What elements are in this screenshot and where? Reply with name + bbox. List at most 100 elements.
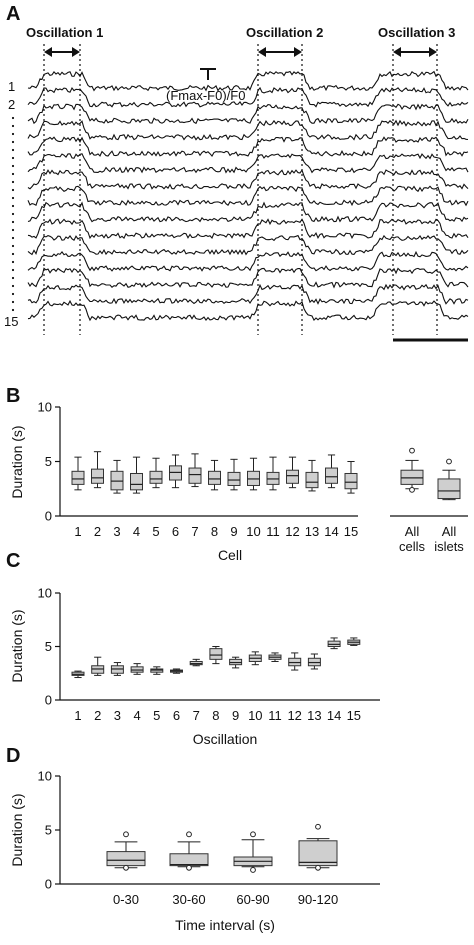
panel-d-x-tick-label: 0-30: [113, 892, 139, 907]
box-iqr: [209, 648, 223, 660]
trace-ellipsis-dot: [11, 204, 15, 208]
panel-b-x-tick-label: 11: [266, 524, 280, 539]
arrow-head-icon: [72, 47, 80, 57]
panel-c-x-tick-label: 5: [153, 708, 160, 723]
panel-a-label: A: [6, 3, 20, 25]
panel-c-x-tick-label: 2: [94, 708, 101, 723]
trace-ellipsis-dot: [11, 268, 15, 272]
panel-b-ylabel: Duration (s): [9, 425, 25, 498]
panel-c-label: C: [6, 550, 20, 572]
panel-b-y-tick-label: 5: [45, 454, 52, 469]
panel-c-ylabel: Duration (s): [9, 609, 25, 682]
outlier-point: [446, 458, 452, 465]
box-iqr: [208, 470, 221, 485]
trace-2-label: 2: [8, 97, 15, 112]
box-iqr: [106, 851, 146, 867]
trace-ellipsis-dot: [11, 228, 15, 232]
trace-ellipsis-dot: [11, 236, 15, 240]
outlier-point: [123, 831, 129, 838]
trace-line: [27, 250, 469, 272]
box-iqr: [344, 472, 358, 490]
trace-line: [27, 169, 469, 190]
panel-d-y-tick-label: 5: [45, 823, 52, 838]
panel-d-x-tick-label: 30-60: [172, 892, 205, 907]
trace-ellipsis-dot: [11, 188, 15, 192]
oscillation-2-label: Oscillation 2: [246, 25, 323, 40]
trace-ellipsis-dot: [11, 252, 15, 256]
trace-ellipsis-dot: [11, 164, 15, 168]
trace-line: [27, 70, 469, 92]
trace-line: [27, 86, 469, 108]
trace-line: [27, 283, 469, 305]
trace-15-label: 15: [4, 314, 18, 329]
panel-d-y-tick-label: 0: [45, 877, 52, 892]
outlier-point: [409, 486, 415, 493]
panel-c-x-tick-label: 3: [114, 708, 121, 723]
trace-ellipsis-dot: [11, 308, 15, 312]
trace-ellipsis-dot: [11, 116, 15, 120]
panel-c-x-tick-label: 12: [287, 708, 301, 723]
trace-ellipsis-dot: [11, 260, 15, 264]
box-iqr: [130, 472, 143, 491]
panel-d-ylabel: Duration (s): [9, 793, 25, 866]
trace-ellipsis-dot: [11, 172, 15, 176]
trace-line: [27, 299, 469, 322]
box-iqr: [286, 469, 299, 484]
trace-ellipsis-dot: [11, 180, 15, 184]
box-iqr: [91, 468, 104, 484]
trace-line: [27, 234, 469, 256]
trace-1-label: 1: [8, 79, 15, 94]
panel-c-xlabel: Oscillation: [193, 731, 258, 747]
panel-b-summary-x-tick-label: cells: [399, 539, 426, 554]
box-iqr: [325, 467, 338, 484]
outlier-point: [250, 867, 256, 873]
panel-c-x-tick-label: 7: [193, 708, 200, 723]
trace-ellipsis-dot: [11, 140, 15, 144]
panel-c-x-tick-label: 15: [347, 708, 361, 723]
panel-d-label: D: [6, 745, 20, 767]
trace-ellipsis-dot: [11, 244, 15, 248]
panel-c-x-tick-label: 11: [268, 708, 282, 723]
trace-line: [27, 136, 469, 157]
panel-b-x-tick-label: 5: [152, 524, 159, 539]
panel-d: D Duration (s) Time interval (s) 0 5 10 0-3…: [6, 745, 380, 933]
trace-ellipsis-dot: [11, 124, 15, 128]
outlier-point: [123, 864, 129, 871]
panel-c-y-tick-label: 10: [38, 586, 52, 601]
outlier-point: [186, 831, 192, 838]
panel-d-y-tick-label: 10: [38, 769, 52, 784]
box-iqr: [227, 471, 241, 486]
trace-ellipsis-dot: [11, 132, 15, 136]
arrow-head-icon: [393, 47, 401, 57]
panel-d-x-tick-label: 90-120: [298, 892, 338, 907]
trace-ellipsis-dot: [11, 220, 15, 224]
outlier-point: [315, 823, 321, 830]
outlier-point: [409, 447, 415, 454]
panel-c-y-tick-label: 5: [45, 639, 52, 654]
trace-ellipsis-dot: [11, 148, 15, 152]
panel-b-x-tick-label: 7: [191, 524, 198, 539]
trace-line: [27, 218, 469, 240]
panel-b-x-tick-label: 1: [74, 524, 81, 539]
panel-c-x-tick-label: 4: [133, 708, 140, 723]
panel-b-y-tick-label: 10: [38, 400, 52, 415]
trace-ellipsis-dot: [11, 156, 15, 160]
panel-b-x-tick-label: 9: [230, 524, 237, 539]
panel-b-x-tick-label: 14: [324, 524, 338, 539]
trace-line: [27, 201, 469, 223]
panel-b-x-tick-label: 15: [344, 524, 358, 539]
panel-d-xlabel: Time interval (s): [175, 917, 275, 933]
trace-ellipsis-dot: [11, 292, 15, 296]
panel-b-summary-x-tick-label: All: [442, 524, 457, 539]
trace-ellipsis-dot: [11, 284, 15, 288]
outlier-point: [250, 831, 256, 838]
panel-b-x-tick-label: 8: [211, 524, 218, 539]
trace-ellipsis-dot: [11, 300, 15, 304]
arrow-head-icon: [429, 47, 437, 57]
arrow-head-icon: [258, 47, 266, 57]
panel-c-x-tick-label: 9: [232, 708, 239, 723]
